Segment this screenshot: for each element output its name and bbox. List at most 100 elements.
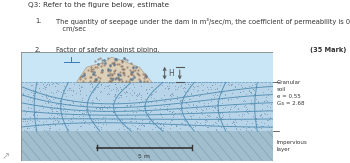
Point — [142, 104, 147, 107]
Point — [41, 106, 46, 109]
Point — [148, 96, 153, 98]
Point — [28, 107, 34, 110]
Point — [168, 124, 174, 126]
Point — [97, 106, 103, 109]
Point — [120, 68, 126, 71]
Point — [128, 72, 134, 75]
Point — [148, 94, 153, 96]
Point — [229, 84, 234, 86]
Point — [176, 86, 181, 89]
Point — [256, 100, 261, 103]
Point — [193, 122, 198, 124]
Point — [236, 94, 241, 97]
Point — [221, 97, 227, 99]
Point — [128, 71, 134, 73]
Point — [96, 125, 101, 128]
Point — [218, 126, 224, 128]
Point — [189, 105, 195, 108]
Point — [51, 117, 57, 120]
Point — [194, 104, 199, 106]
Point — [212, 88, 218, 90]
Point — [58, 97, 64, 100]
Point — [111, 95, 117, 98]
Point — [249, 90, 254, 93]
Point — [113, 69, 118, 71]
Point — [118, 77, 124, 80]
Point — [158, 126, 163, 128]
Point — [69, 89, 74, 91]
Point — [153, 99, 159, 101]
Point — [89, 70, 95, 73]
Point — [215, 96, 220, 99]
Point — [93, 79, 98, 81]
Point — [233, 111, 239, 113]
Point — [27, 118, 33, 121]
Point — [74, 127, 79, 130]
Point — [166, 110, 172, 113]
Point — [90, 118, 96, 120]
Point — [69, 100, 75, 102]
Point — [174, 88, 180, 91]
Point — [246, 108, 252, 111]
Point — [128, 103, 134, 106]
Point — [105, 74, 111, 76]
Point — [55, 121, 61, 124]
Point — [219, 88, 225, 90]
Point — [193, 125, 198, 127]
Point — [198, 111, 204, 113]
Point — [65, 123, 70, 126]
Point — [226, 112, 232, 115]
Point — [121, 74, 127, 77]
Point — [239, 113, 245, 116]
Point — [218, 117, 223, 119]
Point — [138, 96, 144, 98]
Point — [206, 124, 212, 126]
Point — [53, 91, 58, 94]
Point — [182, 91, 188, 93]
Point — [25, 99, 31, 101]
Point — [50, 122, 56, 124]
Point — [205, 103, 210, 106]
Point — [251, 88, 256, 90]
Point — [50, 92, 56, 94]
Point — [198, 83, 204, 85]
Point — [93, 107, 99, 109]
Point — [264, 96, 269, 98]
Point — [261, 99, 267, 102]
Point — [167, 87, 172, 90]
Point — [266, 85, 271, 88]
Point — [228, 125, 234, 127]
Point — [166, 103, 172, 105]
Point — [212, 107, 218, 110]
Point — [78, 84, 84, 87]
Point — [172, 88, 177, 91]
Point — [261, 111, 266, 114]
Point — [94, 117, 100, 119]
Point — [186, 111, 191, 113]
Point — [198, 111, 204, 113]
Point — [136, 91, 142, 94]
Point — [251, 93, 257, 95]
Point — [205, 102, 211, 104]
Point — [67, 87, 73, 89]
Point — [227, 117, 232, 119]
Point — [214, 109, 220, 111]
Point — [239, 85, 244, 88]
Point — [158, 122, 163, 125]
Point — [130, 83, 136, 85]
Point — [101, 63, 107, 66]
Point — [252, 89, 257, 92]
Point — [29, 100, 34, 102]
Point — [90, 100, 95, 103]
Point — [112, 58, 118, 61]
Point — [31, 92, 37, 95]
Point — [212, 106, 218, 108]
Point — [79, 75, 85, 77]
Point — [111, 70, 117, 72]
Point — [108, 77, 113, 80]
Point — [233, 121, 239, 123]
Point — [89, 76, 94, 78]
Point — [78, 86, 83, 89]
Point — [169, 92, 174, 95]
Point — [195, 100, 201, 103]
